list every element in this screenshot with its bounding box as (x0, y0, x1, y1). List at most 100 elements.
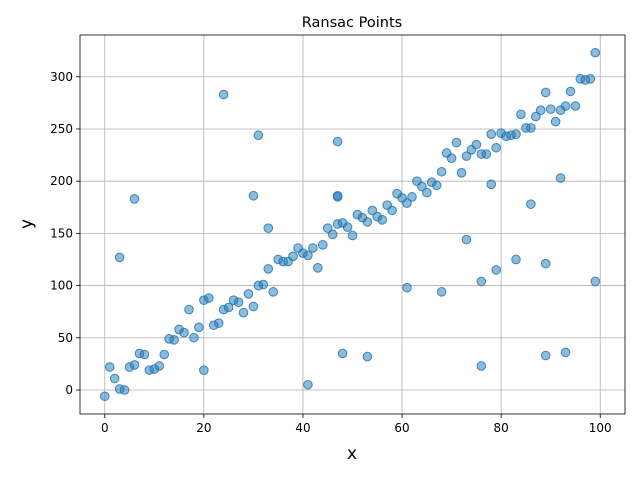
data-point (590, 47, 601, 58)
data-point (263, 223, 274, 233)
data-point (303, 379, 313, 390)
data-point (104, 362, 115, 372)
x-tick-label: 80 (493, 421, 508, 435)
axes-frame (79, 34, 626, 415)
data-point (253, 130, 264, 141)
data-point (362, 351, 373, 362)
data-point (317, 240, 328, 250)
data-point (387, 205, 397, 216)
data-point (223, 302, 234, 313)
data-point (332, 190, 343, 201)
x-tick-label: 40 (295, 421, 310, 435)
x-tick-label: 0 (101, 421, 109, 435)
data-point (481, 149, 492, 159)
data-point (486, 179, 497, 190)
data-point (243, 289, 254, 299)
data-point (526, 199, 536, 209)
data-point (555, 173, 566, 183)
grid-lines (80, 35, 625, 414)
data-point (199, 365, 209, 375)
data-point (456, 168, 467, 178)
data-point (179, 327, 189, 338)
data-point (308, 243, 318, 253)
data-point (332, 136, 343, 147)
data-point (184, 304, 194, 315)
data-point (248, 190, 259, 201)
data-points (99, 47, 601, 402)
y-tick-label: 200 (50, 174, 73, 188)
data-point (367, 205, 378, 216)
plot-area (80, 35, 625, 414)
data-point (511, 254, 521, 265)
data-point (189, 332, 199, 343)
data-point (486, 129, 497, 139)
data-point (570, 101, 581, 111)
data-point (109, 373, 120, 384)
data-point (436, 287, 447, 297)
data-point (303, 250, 313, 261)
y-tick-label: 150 (50, 226, 73, 240)
data-point (263, 264, 274, 274)
data-point (451, 137, 462, 148)
data-point (342, 222, 353, 232)
y-tick-label: 100 (50, 279, 73, 293)
data-point (461, 151, 472, 161)
data-point (540, 350, 551, 361)
data-point (114, 252, 125, 263)
data-point (476, 361, 487, 371)
data-point (129, 194, 140, 204)
data-point (407, 192, 417, 202)
data-point (119, 385, 130, 395)
data-point (402, 198, 412, 208)
data-point (347, 230, 358, 241)
x-axis-label: x (347, 444, 357, 464)
y-axis-ticks: 0 50 100 150 200 250 300 (50, 70, 80, 397)
data-point (238, 307, 249, 318)
data-point (550, 116, 561, 127)
y-tick-label: 250 (50, 122, 73, 136)
data-point (327, 229, 338, 240)
data-point (422, 187, 432, 198)
data-point (402, 282, 412, 293)
data-point (233, 297, 244, 308)
data-point (526, 123, 536, 133)
data-point (585, 74, 596, 84)
data-point (99, 391, 110, 402)
data-point (248, 301, 259, 312)
data-point (218, 89, 229, 100)
chart-title: Ransac Points (302, 15, 402, 31)
data-point (313, 263, 323, 273)
data-point (491, 265, 501, 275)
data-point (560, 347, 571, 358)
data-point (590, 276, 601, 287)
data-point (540, 258, 551, 269)
data-point (565, 86, 576, 97)
data-point (545, 104, 556, 114)
data-point (436, 166, 447, 177)
y-tick-label: 0 (65, 383, 73, 397)
x-axis-ticks: 0 20 40 60 80 100 (101, 414, 612, 435)
data-point (417, 181, 427, 192)
x-tick-label: 60 (394, 421, 409, 435)
data-point (337, 348, 348, 359)
data-point (431, 180, 442, 191)
data-point (288, 251, 298, 262)
data-point (268, 287, 279, 297)
data-point (377, 215, 388, 225)
data-point (258, 279, 269, 290)
y-axis-label: y (17, 219, 37, 229)
data-point (154, 361, 165, 371)
data-point (139, 349, 150, 360)
data-point (204, 293, 214, 303)
data-point (560, 101, 571, 111)
data-point (540, 87, 551, 98)
data-point (471, 139, 482, 150)
data-point (194, 322, 204, 333)
data-point (129, 360, 140, 370)
data-point (511, 129, 521, 139)
data-point (491, 142, 501, 153)
y-tick-label: 300 (50, 70, 73, 84)
data-point (535, 105, 546, 115)
data-point (516, 109, 526, 120)
